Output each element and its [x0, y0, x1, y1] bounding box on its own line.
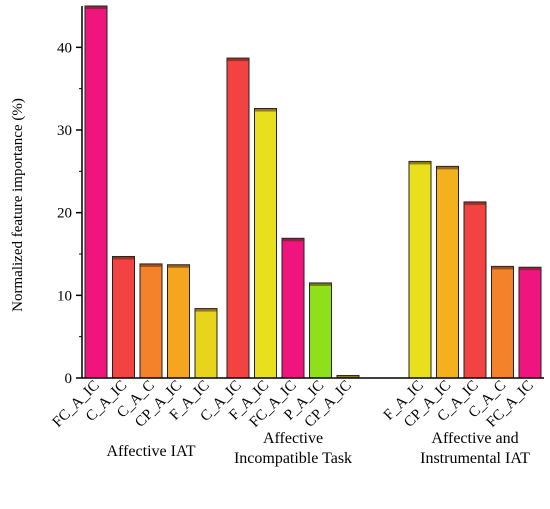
bar — [436, 165, 459, 379]
y-tick-label: 30 — [57, 123, 72, 139]
bar — [281, 237, 305, 379]
bar — [309, 282, 332, 379]
bar-top-edge — [337, 375, 359, 378]
bar — [463, 201, 487, 379]
bar-top-edge — [464, 201, 486, 205]
bar — [518, 266, 542, 379]
bar-top-edge — [140, 263, 162, 267]
group-label: Affective — [263, 430, 323, 447]
bar-top-edge — [195, 308, 217, 312]
bar — [112, 255, 135, 379]
axes-layer — [76, 6, 544, 379]
y-tick-label: 40 — [57, 40, 72, 56]
bar — [139, 263, 163, 379]
bar-top-edge — [112, 256, 135, 260]
bar — [491, 265, 514, 379]
y-tick-label: 20 — [57, 206, 72, 222]
bar-top-edge — [409, 161, 431, 165]
group-label: Affective and — [431, 430, 518, 447]
bar — [194, 308, 218, 379]
bar-top-edge — [227, 58, 249, 62]
bar-top-edge — [491, 266, 514, 270]
bar — [167, 264, 190, 379]
y-tick-label: 10 — [57, 288, 72, 304]
bar-top-edge — [85, 6, 107, 9]
bar-top-edge — [254, 108, 277, 112]
group-label: Incompatible Task — [234, 450, 352, 467]
bar-top-edge — [167, 264, 190, 268]
bar-top-edge — [309, 282, 332, 286]
bar-top-edge — [282, 238, 304, 242]
y-tick-label: 0 — [65, 371, 73, 387]
bar — [408, 160, 432, 379]
y-axis-label: Normalized feature importance (%) — [10, 98, 26, 312]
bar — [84, 5, 108, 379]
bar-top-edge — [436, 166, 459, 170]
bar — [254, 108, 277, 379]
bar-top-edge — [519, 267, 541, 271]
bar — [226, 57, 250, 379]
group-label: Affective IAT — [107, 443, 196, 460]
bars-layer — [84, 5, 542, 379]
group-label: Instrumental IAT — [420, 450, 530, 467]
